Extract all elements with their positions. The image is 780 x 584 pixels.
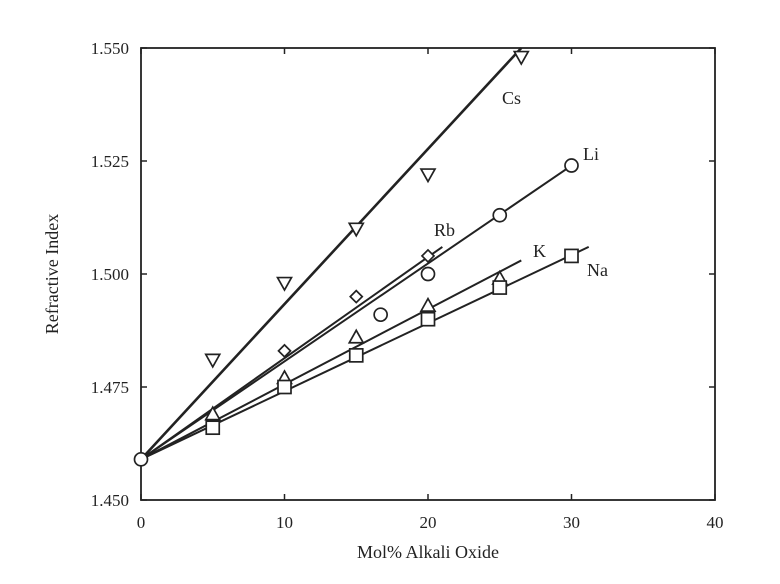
data-point-na: [492, 280, 508, 295]
data-point-na: [348, 348, 364, 363]
data-point-origin: [133, 451, 149, 467]
axis-ticks: [140, 47, 716, 501]
y-tick-label-3: 1.500: [91, 265, 129, 284]
data-markers: [133, 50, 579, 467]
fit-line-k: [140, 259, 522, 461]
data-point-na: [205, 420, 221, 436]
y-axis-title: Refractive Index: [42, 214, 62, 334]
data-point-na: [420, 311, 436, 327]
data-point-li: [564, 158, 579, 173]
fit-line-li: [140, 164, 573, 461]
data-point-rb: [420, 248, 436, 264]
series-label-k: K: [533, 241, 546, 261]
fit-lines: [140, 47, 590, 461]
data-point-na: [564, 248, 579, 264]
data-point-cs: [276, 276, 293, 292]
y-tick-label-4: 1.525: [91, 152, 129, 171]
series-label-na: Na: [587, 260, 608, 280]
y-tick-label-2: 1.475: [91, 378, 129, 397]
x-tick-label-3: 20: [420, 513, 437, 532]
fit-line-cs: [140, 47, 523, 461]
data-point-rb: [277, 343, 292, 359]
x-tick-label-1: 0: [137, 513, 146, 532]
data-point-li: [420, 266, 436, 282]
series-label-li: Li: [583, 144, 599, 164]
y-tick-label-1: 1.450: [91, 491, 129, 510]
data-point-k: [204, 405, 222, 421]
data-point-na: [277, 379, 292, 395]
x-axis-title: Mol% Alkali Oxide: [357, 542, 499, 562]
data-point-li: [492, 207, 508, 223]
data-point-k: [347, 328, 365, 344]
fit-line-rb: [140, 246, 443, 461]
data-point-cs: [419, 168, 437, 184]
series-label-rb: Rb: [434, 220, 455, 240]
data-point-cs: [204, 353, 222, 369]
data-point-k: [419, 296, 437, 312]
data-point-cs: [512, 50, 530, 66]
x-tick-label-2: 10: [276, 513, 293, 532]
x-tick-label-5: 40: [707, 513, 724, 532]
y-tick-label-5: 1.550: [91, 39, 129, 58]
data-point-rb: [349, 289, 364, 304]
series-label-cs: Cs: [502, 88, 521, 108]
data-point-cs: [347, 222, 365, 238]
x-tick-label-4: 30: [563, 513, 580, 532]
data-point-li: [373, 307, 388, 323]
